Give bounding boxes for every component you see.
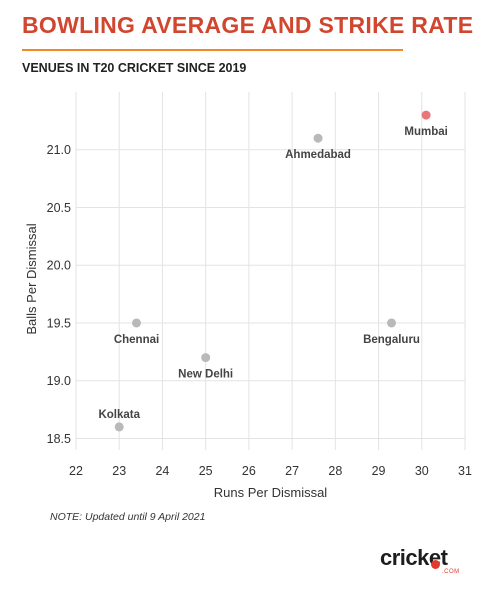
- x-tick-label: 23: [112, 464, 126, 478]
- y-tick-label: 20.5: [47, 201, 71, 215]
- x-tick-label: 25: [199, 464, 213, 478]
- cricket-com-logo: cricket .COM: [380, 545, 472, 579]
- data-point-bengaluru: [387, 318, 397, 328]
- data-label-ahmedabad: Ahmedabad: [285, 149, 351, 161]
- y-tick-label: 19.0: [47, 374, 71, 388]
- y-tick-label: 19.5: [47, 316, 71, 330]
- data-label-bengaluru: Bengaluru: [363, 334, 420, 346]
- x-tick-label: 27: [285, 464, 299, 478]
- y-tick-label: 18.5: [47, 432, 71, 446]
- data-point-ahmedabad: [313, 133, 323, 143]
- footnote: NOTE: Updated until 9 April 2021: [50, 511, 206, 523]
- y-tick-label: 21.0: [47, 143, 71, 157]
- x-tick-label: 26: [242, 464, 256, 478]
- x-tick-label: 29: [372, 464, 386, 478]
- chart-title: BOWLING AVERAGE AND STRIKE RATE: [22, 12, 474, 38]
- scatter-chart: 22 23 24 25 26 27 28 29 30 31 18.5 19.0 19.5 20.0 20.5…: [24, 92, 472, 500]
- data-label-chennai: Chennai: [114, 334, 159, 346]
- cricket-ball-icon: [431, 560, 440, 569]
- x-tick-label: 30: [415, 464, 429, 478]
- data-label-new-delhi: New Delhi: [178, 369, 233, 381]
- x-tick-label: 22: [69, 464, 83, 478]
- y-axis-label: Balls Per Dismissal: [24, 223, 39, 334]
- x-axis-label: Runs Per Dismissal: [214, 485, 328, 500]
- x-tick-label: 31: [458, 464, 472, 478]
- title-underline: [22, 49, 403, 51]
- data-point-new-delhi: [201, 353, 211, 363]
- data-point-kolkata: [114, 422, 124, 432]
- data-point-mumbai: [421, 110, 431, 120]
- x-tick-label: 24: [155, 464, 169, 478]
- x-tick-label: 28: [328, 464, 342, 478]
- y-tick-label: 20.0: [47, 259, 71, 273]
- data-point-chennai: [132, 318, 142, 328]
- data-label-kolkata: Kolkata: [98, 409, 140, 421]
- chart-subtitle: VENUES IN T20 CRICKET SINCE 2019: [22, 61, 247, 75]
- logo-domain: .COM: [442, 569, 460, 575]
- data-label-mumbai: Mumbai: [404, 126, 447, 138]
